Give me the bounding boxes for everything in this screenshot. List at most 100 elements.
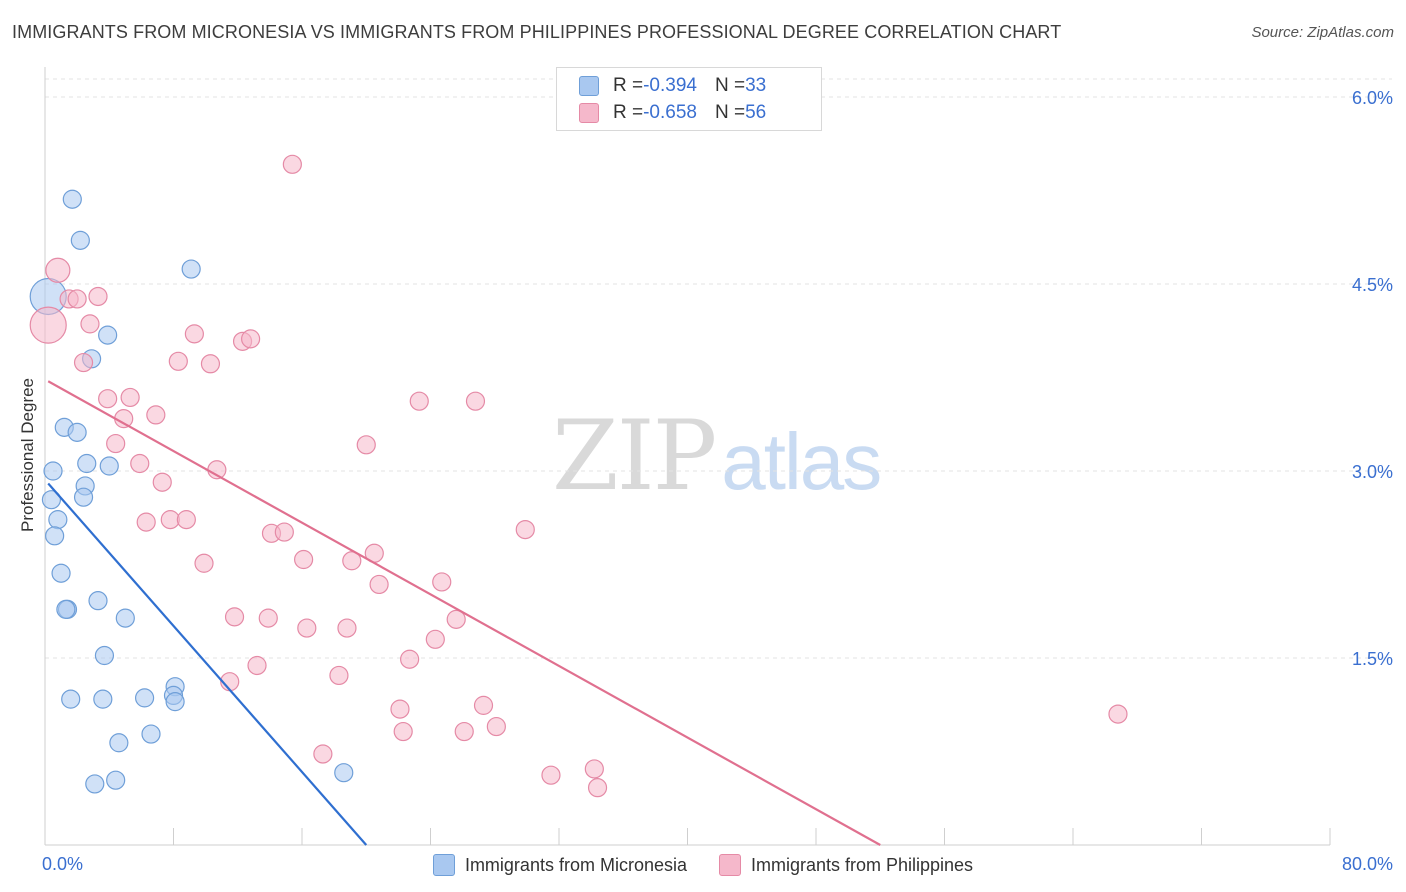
legend-n-label: N =: [714, 102, 746, 123]
micronesia-point: [41, 490, 62, 510]
micronesia-point: [56, 599, 76, 619]
philippines-point: [247, 655, 267, 676]
y-tick-label: 3.0%: [1352, 462, 1393, 482]
philippines-point: [541, 765, 561, 785]
micronesia-point: [62, 189, 82, 209]
legend-row-philippines: R = -0.658 N = 56: [579, 100, 766, 126]
legend-label-micronesia: Immigrants from Micronesia: [464, 854, 687, 875]
legend-swatch-philippines: [718, 854, 741, 876]
philippines-point: [29, 306, 67, 344]
philippines-point: [409, 391, 429, 411]
micronesia-point: [48, 510, 68, 530]
philippines-point: [258, 608, 278, 628]
philippines-point: [369, 574, 389, 595]
philippines-point: [329, 665, 349, 686]
micronesia-point: [43, 461, 63, 481]
philippines-point: [356, 435, 376, 455]
philippines-point: [130, 453, 150, 474]
micronesia-point: [99, 456, 119, 476]
y-tick-label: 4.5%: [1352, 275, 1393, 295]
micronesia-point: [165, 692, 185, 712]
legend-n-value: 56: [745, 102, 767, 123]
legend-swatch-micronesia: [432, 854, 455, 876]
philippines-point: [152, 472, 172, 492]
philippines-point: [584, 759, 604, 779]
legend-item-micronesia: Immigrants from Micronesia: [432, 854, 687, 876]
micronesia-point: [77, 453, 97, 474]
legend-swatch-philippines: [579, 103, 599, 123]
micronesia-point: [115, 608, 135, 628]
micronesia-point: [134, 688, 155, 708]
series-legend: Immigrants from Micronesia Immigrants fr…: [0, 852, 1406, 878]
micronesia-point: [61, 689, 81, 709]
philippines-point: [274, 522, 294, 542]
legend-item-philippines: Immigrants from Philippines: [718, 854, 973, 876]
philippines-point: [160, 510, 180, 530]
micronesia-trend-line: [47, 482, 368, 846]
philippines-point: [184, 324, 204, 344]
philippines-point: [342, 551, 362, 571]
micronesia-point: [106, 770, 126, 790]
watermark-zip: ZIP: [552, 400, 717, 512]
philippines-point: [515, 519, 535, 540]
correlation-legend: R = -0.394 N = 33 R = -0.658 N = 56: [556, 67, 822, 131]
philippines-point: [136, 512, 156, 532]
micronesia-point: [109, 733, 129, 753]
philippines-point: [400, 649, 420, 669]
legend-n-label: N =: [714, 75, 746, 96]
micronesia-point: [73, 487, 94, 507]
micronesia-point: [45, 526, 65, 546]
philippines-point: [194, 553, 214, 573]
philippines-point: [88, 286, 108, 307]
micronesia-point: [70, 230, 90, 250]
philippines-point: [446, 609, 466, 629]
philippines-point: [390, 699, 410, 719]
x-tick-label: 0.0%: [42, 854, 83, 874]
philippines-point: [120, 387, 140, 408]
philippines-point: [393, 721, 413, 742]
micronesia-point: [67, 422, 87, 442]
philippines-point: [1108, 704, 1128, 724]
philippines-point: [224, 607, 245, 627]
micronesia-point: [88, 591, 108, 611]
philippines-point: [294, 549, 314, 570]
philippines-point: [313, 744, 333, 764]
legend-swatch-micronesia: [579, 76, 599, 96]
philippines-point: [473, 695, 494, 715]
watermark-atlas: atlas: [721, 417, 882, 506]
philippines-point: [454, 721, 474, 742]
x-tick-label: 80.0%: [1342, 854, 1393, 874]
philippines-point: [425, 629, 445, 649]
philippines-point: [486, 716, 506, 737]
micronesia-point: [98, 325, 118, 345]
philippines-point: [200, 354, 221, 374]
philippines-point: [337, 618, 357, 638]
philippines-point: [106, 433, 126, 454]
y-tick-label: 6.0%: [1352, 88, 1393, 108]
legend-r-label: R =: [613, 75, 644, 96]
philippines-point: [98, 389, 118, 409]
philippines-point: [80, 314, 100, 334]
micronesia-point: [51, 563, 71, 583]
micronesia-point: [334, 763, 354, 783]
philippines-point: [587, 778, 608, 798]
philippines-point: [432, 572, 452, 592]
philippines-point: [297, 618, 317, 638]
philippines-point: [146, 405, 166, 425]
philippines-point: [241, 329, 261, 349]
philippines-point: [465, 391, 486, 411]
legend-n-value: 33: [745, 75, 767, 96]
philippines-point: [282, 154, 302, 174]
watermark: ZIPatlas: [552, 400, 882, 512]
legend-row-micronesia: R = -0.394 N = 33: [579, 73, 766, 99]
legend-r-value: -0.658: [643, 102, 697, 123]
philippines-point: [45, 257, 71, 283]
source-label: Source: ZipAtlas.com: [1251, 24, 1394, 41]
philippines-point: [67, 289, 87, 309]
micronesia-point: [93, 689, 113, 709]
micronesia-point: [141, 724, 161, 744]
legend-r-value: -0.394: [643, 75, 697, 96]
philippines-trend-line: [47, 380, 881, 846]
philippines-point: [168, 351, 188, 371]
